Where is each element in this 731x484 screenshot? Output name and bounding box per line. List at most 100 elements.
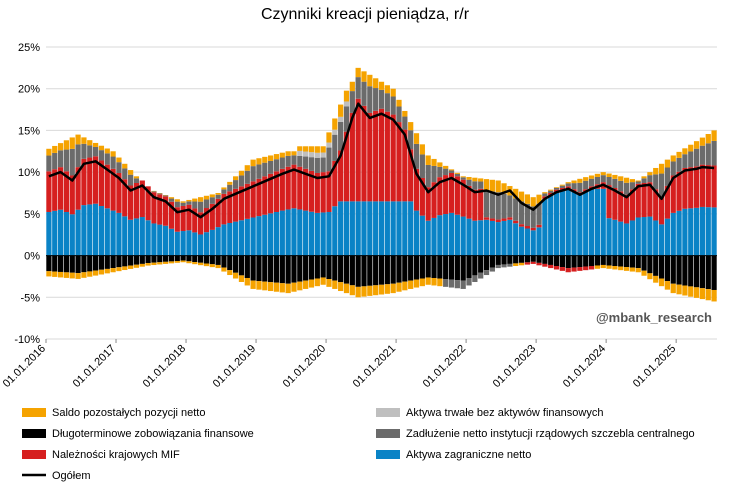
bar-segment (285, 151, 291, 156)
legend-label: Długoterminowe zobowiązania finansowe (52, 428, 254, 440)
bar-segment-negative (238, 255, 245, 276)
bar-segment-negative (565, 268, 571, 273)
bar-segment (98, 150, 105, 161)
bar-segment-negative (373, 255, 379, 286)
bar-segment-negative (682, 255, 688, 286)
bar-segment (326, 171, 332, 212)
bar-segment (349, 91, 355, 113)
bar-segment (693, 148, 700, 167)
bar-segment (244, 183, 250, 219)
bar-segment (559, 190, 565, 256)
bar-segment-negative (244, 277, 250, 286)
bar-segment (711, 140, 717, 166)
bar-segment (466, 177, 472, 180)
bar-segment (63, 171, 70, 212)
bar-segment (133, 176, 140, 179)
bar-segment-negative (618, 255, 624, 267)
bar-segment (355, 77, 361, 99)
bar-segment (559, 185, 565, 188)
bar-segment (92, 146, 99, 157)
bar-segment (297, 150, 303, 156)
bar-segment-negative (186, 261, 192, 264)
bar-segment (297, 155, 303, 167)
legend-swatch (376, 429, 400, 438)
bar-segment-negative (326, 255, 332, 280)
bar-segment-negative (693, 287, 700, 298)
bar-segment-negative (612, 266, 618, 270)
bar-segment-negative (658, 278, 665, 287)
bar-segment-negative (402, 255, 408, 282)
bar-segment-negative (215, 255, 221, 265)
bar-segment (98, 206, 105, 256)
bar-segment-negative (373, 285, 379, 296)
bar-segment-negative (227, 270, 233, 276)
bar-segment-negative (104, 255, 110, 269)
bar-segment-negative (151, 255, 157, 263)
bar-segment (46, 155, 52, 172)
bar-segment (460, 176, 466, 178)
bar-segment-negative (606, 255, 612, 266)
bar-segment (320, 172, 326, 213)
bar-segment-negative (635, 255, 641, 269)
bar-segment (384, 201, 390, 256)
bar-segment (501, 183, 507, 194)
bar-segment (244, 165, 250, 171)
bar-segment-negative (262, 281, 268, 291)
bar-segment (513, 198, 519, 221)
bar-segment (250, 166, 256, 182)
bar-segment (349, 81, 355, 92)
bar-segment (612, 187, 618, 220)
bar-segment (565, 182, 571, 184)
bar-segment (413, 168, 420, 211)
bar-segment (378, 108, 385, 202)
bar-segment-negative (396, 255, 402, 283)
bar-segment (186, 201, 192, 205)
bar-segment (262, 156, 268, 163)
bar-segment-negative (180, 260, 186, 263)
bar-segment (711, 207, 717, 256)
bar-segment-negative (285, 283, 291, 294)
bar-segment-negative (303, 280, 309, 289)
bar-segment-negative (139, 263, 145, 267)
chart-title: Czynniki kreacji pieniądza, r/r (261, 6, 470, 23)
bar-segment-negative (583, 266, 589, 271)
bar-segment (320, 157, 326, 173)
bar-segment (408, 149, 414, 202)
legend: Saldo pozostałych pozycji netto Aktywa tr… (22, 407, 695, 482)
bar-segment (297, 146, 303, 151)
bar-segment-negative (338, 255, 344, 283)
bar-segment (92, 203, 99, 256)
bar-segment (460, 179, 466, 217)
bar-segment (647, 182, 653, 217)
bar-segment (437, 215, 443, 256)
bar-segment (63, 211, 70, 256)
bar-segment-negative (256, 281, 262, 290)
bar-segment (577, 178, 583, 183)
legend-label: Saldo pozostałych pozycji netto (52, 407, 205, 419)
bar-segment-negative (390, 255, 396, 284)
bar-segment (653, 220, 659, 256)
bar-segment (472, 220, 478, 256)
bar-segment (367, 201, 373, 256)
bar-segment (542, 193, 548, 197)
bar-segment (145, 220, 151, 256)
bar-segment-negative (530, 255, 536, 262)
bar-segment (174, 201, 180, 208)
bar-segment (466, 218, 472, 256)
bar-segment (262, 176, 268, 215)
bar-segment-negative (641, 255, 647, 271)
bar-segment-negative (653, 275, 659, 283)
bar-segment-negative (157, 255, 163, 263)
bar-segment (127, 219, 134, 256)
bar-segment (349, 201, 355, 256)
bar-segment (495, 222, 501, 256)
bar-segment (168, 198, 175, 202)
bar-segment (69, 214, 75, 256)
bar-segment (273, 211, 280, 256)
bar-segment (198, 197, 204, 202)
bar-segment-negative (355, 286, 361, 298)
bar-segment-negative (431, 255, 437, 278)
bar-segment (116, 162, 122, 173)
bar-segment (116, 212, 122, 256)
